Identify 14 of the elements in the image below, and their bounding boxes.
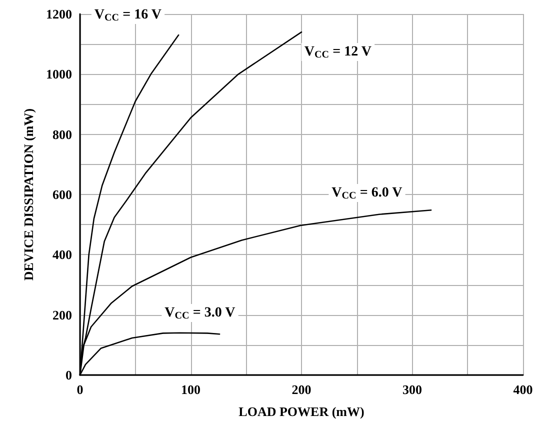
x-tick-label: 200	[292, 382, 312, 397]
y-axis-title: DEVICE DISSIPATION (mW)	[21, 108, 36, 281]
x-tick-label: 300	[402, 382, 422, 397]
x-tick-label: 400	[513, 382, 533, 397]
y-tick-label: 200	[52, 307, 72, 322]
y-tick-label: 1200	[46, 6, 72, 22]
x-tick-label: 100	[181, 382, 200, 397]
y-tick-label: 400	[52, 247, 72, 262]
x-axis-title: LOAD POWER (mW)	[238, 404, 364, 419]
y-tick-label: 1000	[46, 66, 72, 82]
x-tick-label: 0	[76, 382, 84, 397]
y-tick-label: 600	[52, 187, 72, 202]
y-tick-label: 0	[66, 368, 72, 382]
y-tick-label: 800	[52, 126, 72, 142]
